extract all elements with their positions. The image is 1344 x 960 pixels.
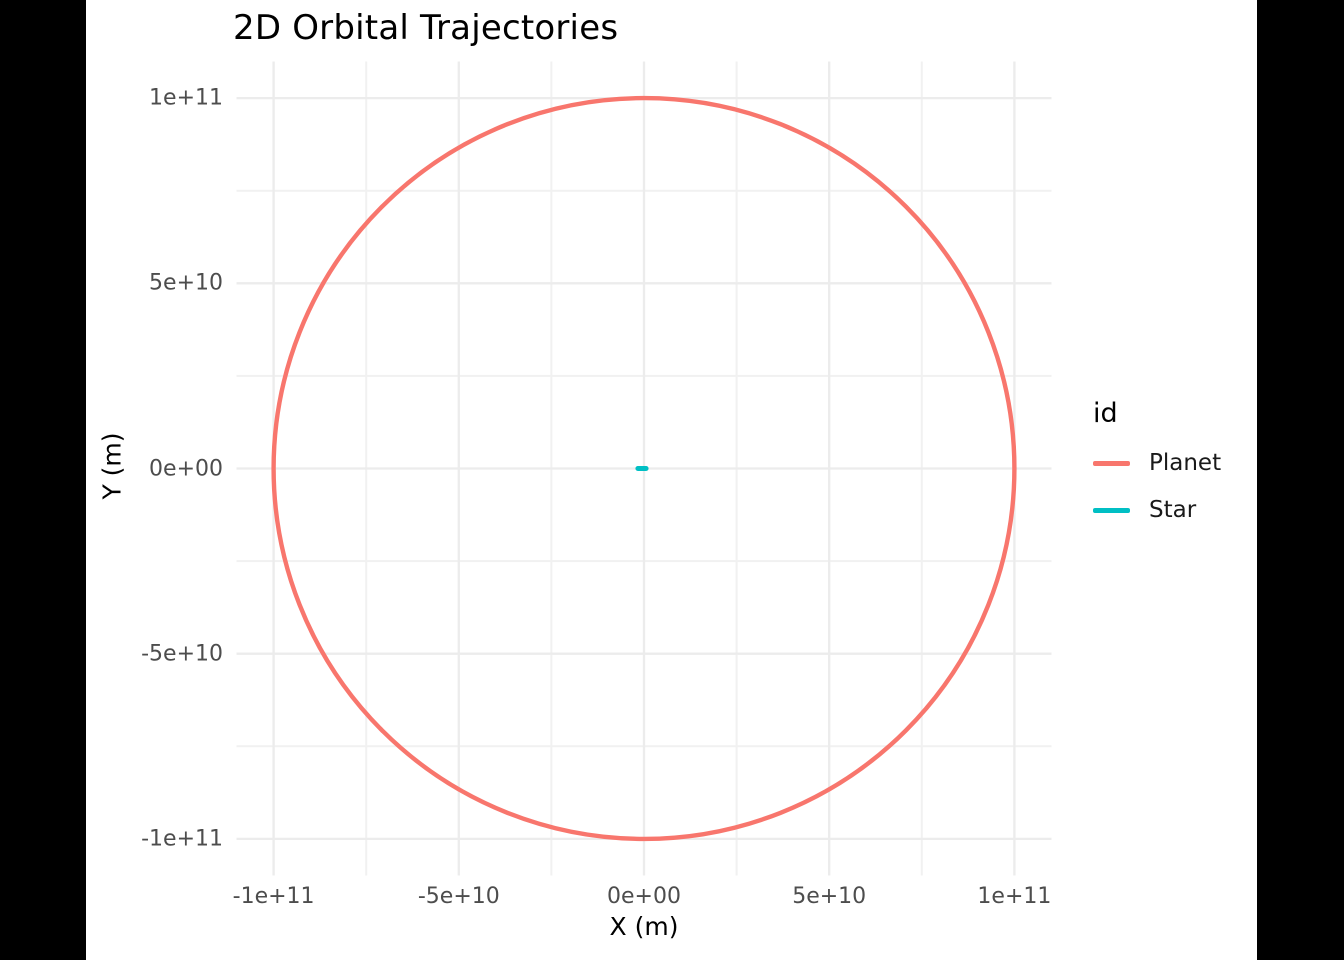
y-axis-title: Y (m) <box>97 432 127 500</box>
y-tick-label: 1e+11 <box>149 85 223 111</box>
legend-key-line-icon <box>1093 460 1130 466</box>
legend-key-line-icon <box>1093 507 1130 513</box>
x-tick-label: 0e+00 <box>607 884 681 909</box>
x-tick-label: -5e+10 <box>417 884 500 909</box>
plot-panel <box>236 61 1052 876</box>
x-tick-label: 5e+10 <box>792 884 867 909</box>
y-tick-label: -1e+11 <box>141 826 223 852</box>
legend-title: id <box>1093 398 1118 429</box>
legend-label: Star <box>1149 497 1197 523</box>
y-tick-label: -5e+10 <box>141 641 223 667</box>
plot-canvas: 2D Orbital Trajectories -1e+11 -5e+10 0e+0… <box>86 0 1257 960</box>
y-tick-label: 5e+10 <box>149 270 223 296</box>
legend: id Planet Star <box>1093 398 1221 543</box>
x-tick-label: 1e+11 <box>977 884 1052 909</box>
plot-title: 2D Orbital Trajectories <box>233 8 619 48</box>
x-axis-title: X (m) <box>609 912 679 941</box>
x-tick-label: -1e+11 <box>232 884 315 909</box>
legend-entry-planet: Planet <box>1093 449 1221 477</box>
legend-entries: Planet Star <box>1093 449 1221 524</box>
series-planet-orbit <box>271 95 1017 842</box>
legend-entry-star: Star <box>1093 496 1221 524</box>
y-tick-label: 0e+00 <box>149 456 223 481</box>
legend-label: Planet <box>1149 450 1222 476</box>
